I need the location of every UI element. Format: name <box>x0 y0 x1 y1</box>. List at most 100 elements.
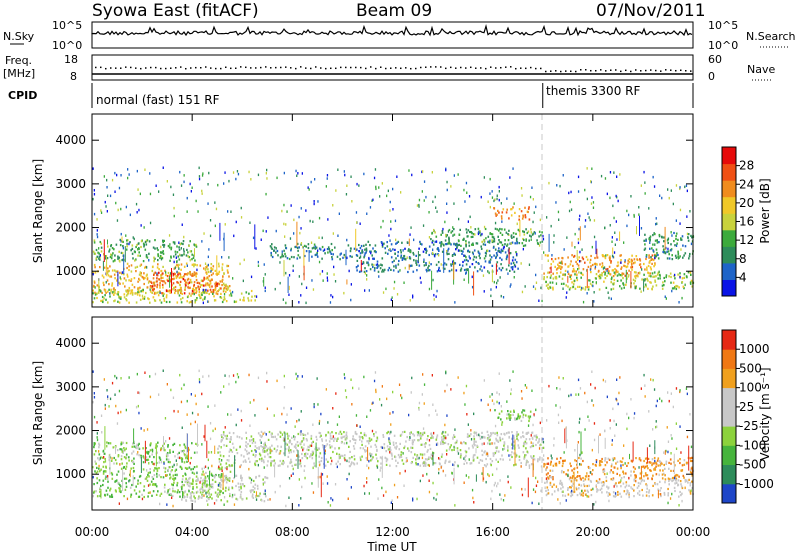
data-cell <box>158 461 161 464</box>
scatter-cell <box>592 404 595 407</box>
data-cell <box>249 444 251 448</box>
scatter-cell <box>189 461 191 465</box>
data-cell <box>364 445 367 448</box>
data-cell <box>228 464 231 467</box>
data-cell <box>589 279 591 282</box>
data-cell <box>196 281 199 284</box>
data-cell <box>98 467 100 470</box>
data-cell <box>201 488 204 491</box>
data-cell <box>511 431 513 434</box>
nave-dot <box>295 67 297 70</box>
scatter-cell <box>467 220 469 223</box>
data-cell <box>538 235 540 238</box>
data-cell <box>373 433 375 436</box>
data-cell <box>297 432 300 436</box>
data-cell <box>258 494 261 498</box>
data-cell <box>93 442 96 445</box>
data-cell <box>288 451 291 454</box>
data-cell <box>184 286 187 289</box>
data-cell <box>388 448 390 451</box>
data-cell <box>488 261 490 264</box>
data-cell <box>138 442 140 445</box>
scatter-cell <box>179 170 181 174</box>
data-cell <box>183 273 186 276</box>
data-cell <box>415 259 417 262</box>
data-cell <box>578 456 580 460</box>
data-cell <box>137 291 139 294</box>
data-cell <box>293 445 296 448</box>
scatter-cell <box>433 431 435 435</box>
data-cell <box>666 250 668 253</box>
data-cell <box>213 288 216 291</box>
scatter-cell <box>452 234 454 237</box>
scatter-cell <box>224 223 226 226</box>
data-cell <box>419 437 422 440</box>
data-cell <box>219 280 222 283</box>
data-cell <box>648 256 650 259</box>
data-cell <box>325 458 328 461</box>
data-cell <box>591 284 593 287</box>
scatter-cell <box>350 175 352 178</box>
data-cell <box>669 458 672 461</box>
data-cell <box>168 488 171 491</box>
data-cell <box>275 251 277 254</box>
scatter-cell <box>628 213 630 217</box>
data-cell <box>174 473 177 476</box>
data-cell <box>119 488 121 491</box>
data-cell <box>417 439 419 442</box>
data-cell <box>220 434 223 437</box>
data-cell <box>97 457 99 460</box>
data-cell <box>193 283 195 287</box>
data-cell <box>625 472 627 475</box>
data-cell <box>507 239 510 242</box>
data-cell <box>169 477 171 480</box>
data-cell <box>208 493 210 496</box>
data-cell <box>517 267 519 270</box>
data-cell <box>490 433 493 436</box>
data-cell <box>584 493 587 496</box>
data-cell <box>247 299 250 302</box>
data-cell <box>395 242 397 245</box>
data-cell <box>147 450 150 454</box>
data-cell <box>190 281 193 284</box>
data-cell <box>645 483 647 486</box>
data-cell <box>168 274 171 277</box>
scatter-cell <box>665 449 667 453</box>
data-cell <box>594 256 596 260</box>
data-cell <box>386 445 389 448</box>
data-cell <box>535 438 537 441</box>
data-cell <box>500 269 503 272</box>
data-cell <box>363 434 366 437</box>
nave-dot <box>645 69 647 72</box>
scatter-cell <box>403 484 405 487</box>
data-cell <box>523 409 526 412</box>
data-cell <box>110 253 112 256</box>
data-cell <box>142 276 145 280</box>
data-cell <box>528 206 530 209</box>
data-cell <box>217 290 219 293</box>
data-cell <box>353 247 356 250</box>
scatter-cell <box>255 247 257 250</box>
scatter-cell <box>382 219 384 223</box>
data-cell <box>428 245 431 248</box>
data-cell <box>496 213 498 216</box>
nsky-label: N.Sky <box>3 30 35 43</box>
data-cell <box>206 495 208 498</box>
scatter-cell <box>540 489 542 493</box>
data-cell <box>157 254 160 258</box>
scatter-cell <box>296 174 298 177</box>
data-cell <box>513 263 516 267</box>
scatter-cell <box>513 276 515 279</box>
data-cell <box>169 466 171 469</box>
data-cell <box>354 442 357 445</box>
data-cell <box>154 239 156 242</box>
data-cell <box>492 246 495 249</box>
data-cell <box>222 275 224 278</box>
scatter-cell <box>173 206 175 210</box>
scatter-cell <box>613 282 615 285</box>
data-cell <box>472 243 474 246</box>
nave-dot <box>185 67 187 70</box>
data-cell <box>250 449 253 453</box>
data-cell <box>444 461 446 465</box>
scatter-cell <box>169 243 171 246</box>
